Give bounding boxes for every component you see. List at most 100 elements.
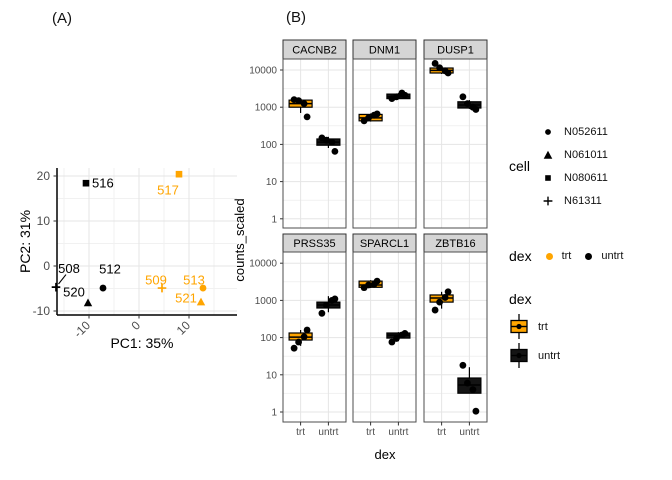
jitter-point — [469, 386, 477, 394]
pca-point-520 — [83, 298, 93, 307]
facet-zbtb16: ZBTB16 trt untrt — [423, 233, 488, 438]
panel-a-points: 508 512 516 520 509 513 517 521 — [51, 170, 207, 307]
svg-text:10: 10 — [174, 318, 194, 338]
pca-point-509 — [157, 283, 167, 293]
svg-text:-10: -10 — [33, 304, 51, 318]
facet-strip-label: CACNB2 — [292, 45, 337, 57]
svg-text:10000: 10000 — [249, 66, 277, 77]
jitter-point — [431, 306, 439, 314]
facet-sparcl1: SPARCL1 trt untrt — [352, 233, 417, 438]
jitter-point — [464, 100, 471, 107]
panel-a-gridlines — [57, 168, 237, 315]
jitter-point — [431, 60, 439, 67]
jitter-point — [303, 113, 311, 121]
jitter-point — [331, 147, 339, 155]
facet-strip-label: DNM1 — [369, 45, 400, 57]
facet-strip-label: SPARCL1 — [360, 238, 409, 250]
pca-point-516 — [82, 179, 90, 187]
jitter-point — [393, 93, 400, 101]
legend-label: trt — [538, 320, 548, 333]
svg-text:trt: trt — [296, 427, 305, 438]
legend-item-n080611: N080611 — [542, 166, 608, 189]
svg-text:untrt: untrt — [318, 427, 338, 438]
jitter-point — [444, 288, 452, 296]
jitter-point — [444, 69, 452, 77]
pca-point-512 — [99, 284, 107, 292]
legend-item-untrt: untrt — [585, 250, 623, 262]
svg-text:10: 10 — [266, 370, 278, 381]
legend-label: untrt — [538, 349, 561, 362]
jitter-point — [393, 335, 400, 342]
pca-point-517 — [175, 170, 183, 178]
facet-strip-label: PRSS35 — [293, 238, 335, 250]
jitter-point — [323, 301, 330, 309]
jitter-point — [373, 110, 381, 118]
jitter-point — [373, 277, 381, 285]
jitter-point — [401, 329, 409, 337]
boxplot-key-icon — [510, 343, 528, 368]
facet-panel-border — [423, 58, 488, 229]
facet-dusp1: DUSP1 — [423, 39, 488, 229]
jitter-point — [318, 309, 326, 317]
svg-text:1: 1 — [271, 214, 277, 225]
legend-label: N080611 — [564, 171, 608, 184]
pca-point-513 — [199, 284, 207, 292]
panel-b-ylabel: counts_scaled — [234, 198, 247, 281]
legend-item-trt: trt — [545, 250, 571, 262]
facet-prss35: PRSS35 trt untrt — [282, 233, 347, 438]
svg-text:untrt: untrt — [388, 427, 408, 438]
dex-box-legend: dex trt untrt — [509, 291, 560, 369]
panel-a-axes — [56, 168, 237, 316]
svg-text:100: 100 — [260, 140, 277, 151]
svg-text:-10: -10 — [71, 318, 93, 340]
svg-text:0: 0 — [43, 259, 50, 273]
pca-label-513: 513 — [183, 272, 205, 287]
panel-b-tag: (B) — [286, 9, 306, 26]
svg-text:1000: 1000 — [255, 103, 278, 114]
svg-text:untrt: untrt — [459, 427, 479, 438]
jitter-point — [303, 326, 311, 334]
pca-label-508: 508 — [58, 261, 80, 276]
jitter-point — [295, 338, 302, 346]
facet-strip-label: DUSP1 — [437, 45, 474, 57]
panel-b-xlabel: dex — [375, 447, 396, 462]
pca-label-521: 521 — [175, 290, 197, 305]
legend-item-n052611: N052611 — [542, 120, 608, 143]
svg-text:10: 10 — [37, 214, 51, 228]
jitter-point — [295, 97, 302, 105]
legend-label: N61311 — [564, 194, 602, 207]
jitter-point — [436, 64, 443, 72]
legend-label: N061011 — [564, 148, 608, 161]
pca-label-516: 516 — [92, 176, 114, 191]
facet-panel-border — [282, 251, 347, 423]
jitter-point — [300, 333, 308, 341]
facet-panel-border — [352, 251, 417, 423]
jitter-point — [323, 136, 330, 144]
circle-marker-icon — [545, 128, 551, 135]
svg-text:1: 1 — [271, 408, 277, 419]
panel-a-ylabel: PC2: 31% — [17, 210, 33, 273]
facet-strip-label: ZBTB16 — [435, 238, 475, 250]
jitter-point — [365, 114, 372, 122]
dex-points-legend: dex trt untrt — [509, 246, 623, 266]
svg-text:0: 0 — [128, 318, 143, 333]
svg-text:100: 100 — [260, 333, 277, 344]
cell-legend: cell N052611 N061011 N080611 N61311 — [509, 120, 608, 212]
legend-item-untrt-box: untrt — [509, 342, 560, 369]
jitter-point — [300, 100, 308, 107]
legend-label: untrt — [601, 250, 624, 262]
cell-legend-items: N052611 N061011 N080611 N61311 — [542, 120, 608, 212]
jitter-point — [464, 379, 471, 387]
jitter-point — [401, 91, 409, 99]
panel-a-tag: (A) — [52, 10, 72, 27]
boxplot-facet-grid: 10000 1000 100 10 1 CACNB2 DNM1 DUSP1 10000 1000 1… — [234, 39, 488, 462]
dex-points-legend-title: dex — [509, 248, 532, 264]
jitter-point — [290, 344, 298, 352]
jitter-point — [365, 281, 372, 289]
legend-item-trt-box: trt — [509, 313, 560, 340]
svg-text:10000: 10000 — [249, 259, 277, 270]
untrt-dot-icon — [585, 252, 593, 260]
cell-legend-title: cell — [509, 158, 531, 174]
